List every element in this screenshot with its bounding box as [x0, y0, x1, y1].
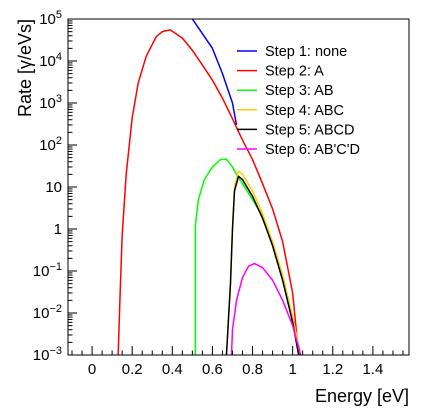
x-tick-label: 1.4 [362, 361, 383, 378]
series-layer [117, 19, 302, 355]
y-tick-label: 103 [39, 93, 62, 112]
y-axis-title: Rate [γ/eVs] [15, 19, 35, 117]
x-axis: 0 0.2 0.4 0.6 0.8 1 1.2 1.4 [71, 346, 404, 378]
series-line-step-2 [117, 29, 300, 355]
legend-label-step-4: Step 4: ABC [265, 103, 344, 119]
series-line-step-6 [230, 262, 302, 355]
series-line-step-1 [191, 19, 238, 126]
y-tick-label: 105 [39, 9, 62, 28]
y-tick-label: 102 [39, 135, 62, 154]
y-tick-label: 10 [45, 179, 62, 196]
y-tick-label: 10−1 [33, 261, 62, 280]
x-tick-label: 0 [88, 361, 96, 378]
y-tick-label: 10−2 [33, 303, 62, 322]
x-axis-title: Energy [eV] [315, 386, 409, 406]
y-tick-label: 10−3 [33, 345, 62, 364]
x-tick-label: 0.4 [162, 361, 183, 378]
y-tick-label: 1 [54, 221, 62, 238]
y-tick-label: 104 [39, 51, 62, 70]
legend-label-step-1: Step 1: none [265, 44, 347, 60]
x-tick-label: 0.6 [202, 361, 223, 378]
legend-label-step-5: Step 5: ABCD [265, 122, 354, 138]
legend-label-step-3: Step 3: AB [265, 83, 334, 99]
legend-label-step-2: Step 2: A [265, 64, 324, 80]
series-line-step-5 [225, 175, 300, 355]
plot-area [67, 18, 410, 356]
legend-label-step-6: Step 6: AB'C'D [265, 142, 360, 158]
x-tick-label: 0.2 [122, 361, 143, 378]
x-tick-label: 0.8 [242, 361, 263, 378]
x-tick-label: 1 [288, 361, 296, 378]
x-tick-label: 1.2 [322, 361, 343, 378]
legend: Step 1: none Step 2: A Step 3: AB Step 4: A… [237, 44, 360, 158]
